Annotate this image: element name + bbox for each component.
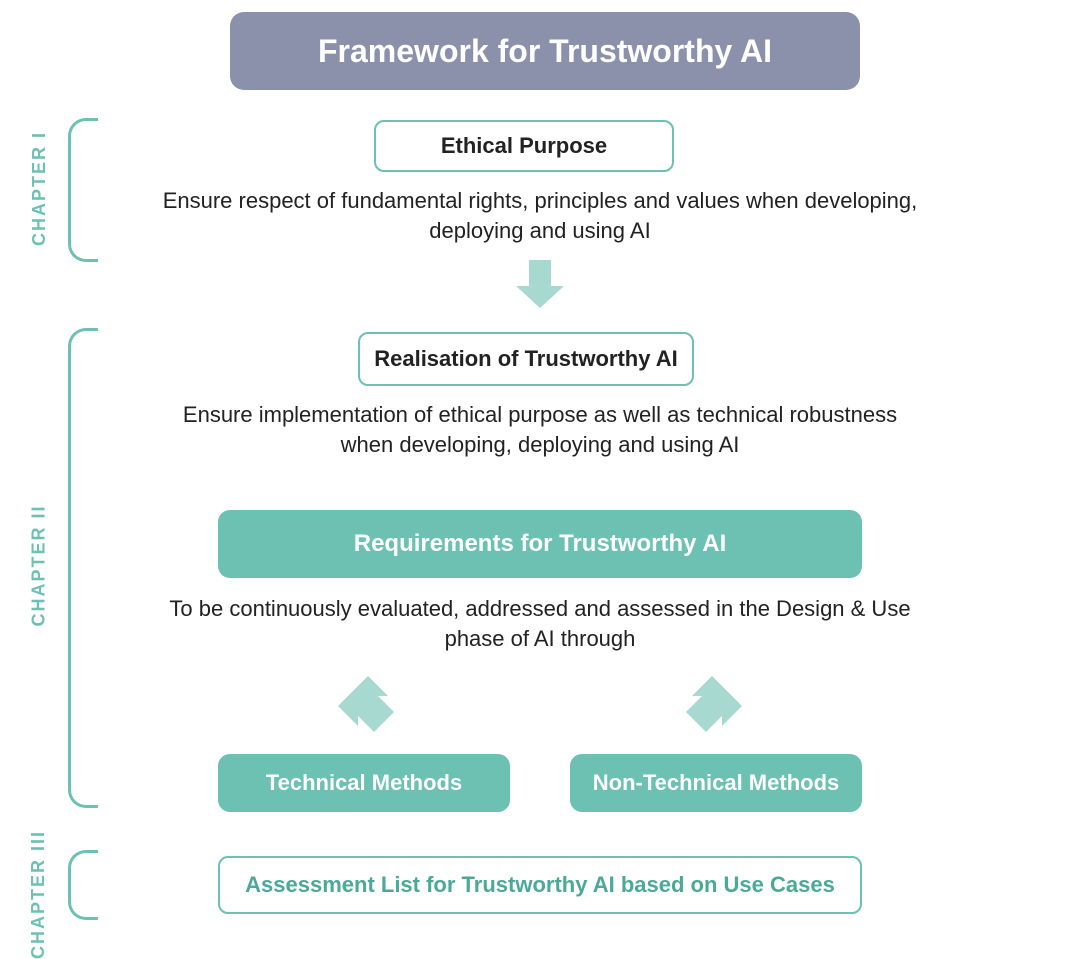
ethical-purpose-desc: Ensure respect of fundamental rights, pr…: [145, 186, 935, 245]
ethical-purpose-box: Ethical Purpose: [374, 120, 674, 172]
nontechnical-methods-box: Non-Technical Methods: [570, 754, 862, 812]
realisation-box: Realisation of Trustworthy AI: [358, 332, 694, 386]
chapter-2-label: CHAPTER II: [29, 504, 50, 626]
chapter-2-bracket: [68, 328, 98, 808]
chapter-1-bracket: [68, 118, 98, 262]
title-banner: Framework for Trustworthy AI: [230, 12, 860, 90]
chapter-1-label: CHAPTER I: [29, 131, 50, 246]
requirements-box: Requirements for Trustworthy AI: [218, 510, 862, 578]
arrow-down-1: [516, 260, 564, 308]
assessment-box: Assessment List for Trustworthy AI based…: [218, 856, 862, 914]
requirements-desc: To be continuously evaluated, addressed …: [140, 594, 940, 653]
chapter-3-label: CHAPTER III: [28, 830, 49, 959]
realisation-desc: Ensure implementation of ethical purpose…: [155, 400, 925, 459]
arrow-diag-left: [330, 670, 400, 740]
technical-methods-box: Technical Methods: [218, 754, 510, 812]
chapter-3-bracket: [68, 850, 98, 920]
arrow-diag-right: [680, 670, 750, 740]
